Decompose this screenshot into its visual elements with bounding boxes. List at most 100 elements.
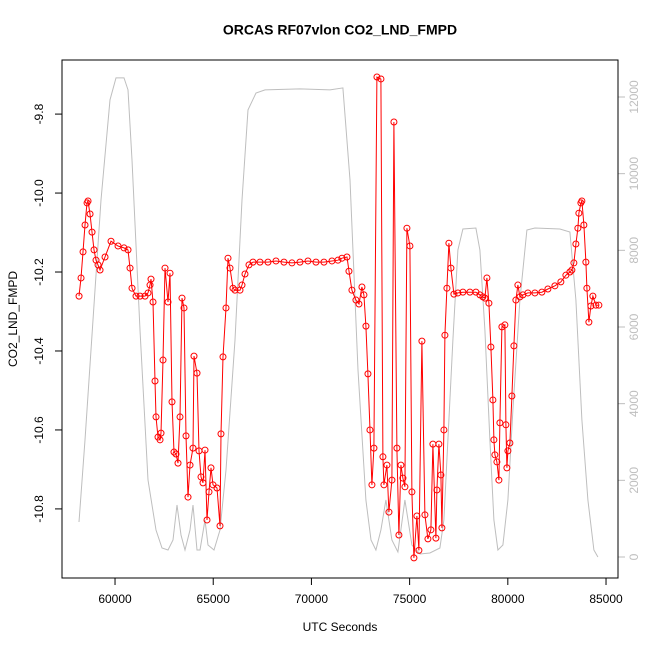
y2-tick-label: 4000: [627, 390, 641, 417]
data-point: [595, 301, 603, 309]
data-point: [393, 444, 401, 452]
data-point: [128, 284, 136, 292]
data-point: [86, 210, 94, 218]
data-point: [385, 508, 393, 516]
data-point: [503, 464, 511, 472]
data-point: [570, 259, 578, 267]
data-point: [190, 352, 198, 360]
data-point: [424, 535, 432, 543]
x-axis-label: UTC Seconds: [303, 620, 378, 634]
data-point: [566, 268, 574, 276]
data-point: [184, 493, 192, 501]
data-point: [437, 471, 445, 479]
data-point: [373, 73, 381, 81]
data-point: [572, 240, 580, 248]
data-point: [450, 290, 458, 298]
data-point: [136, 292, 144, 300]
data-point: [410, 554, 418, 562]
x-tick-label: 80000: [491, 592, 525, 606]
data-point: [176, 413, 184, 421]
data-point: [197, 473, 205, 481]
y-tick-label: -10.8: [32, 495, 46, 523]
data-point: [174, 459, 182, 467]
data-point: [383, 461, 391, 469]
data-point: [219, 353, 227, 361]
data-point: [120, 244, 128, 252]
data-point: [440, 426, 448, 434]
data-point: [493, 458, 501, 466]
y-axis-label: CO2_LND_FMPD: [6, 271, 20, 367]
data-point: [182, 432, 190, 440]
data-point: [589, 292, 597, 300]
data-point: [172, 450, 180, 458]
data-point: [445, 239, 453, 247]
data-point: [395, 531, 403, 539]
data-point: [77, 274, 85, 282]
data-point: [583, 284, 591, 292]
data-point: [203, 516, 211, 524]
data-point: [348, 286, 356, 294]
data-point: [114, 242, 122, 250]
data-point: [338, 254, 346, 262]
data-point: [132, 292, 140, 300]
data-point: [401, 483, 409, 491]
data-point: [360, 291, 368, 299]
y2-tick-label: 2000: [627, 467, 641, 494]
y-tick-label: -10.2: [32, 258, 46, 286]
data-point: [366, 426, 374, 434]
y2-tick-label: 0: [627, 553, 641, 560]
data-point: [147, 275, 155, 283]
data-point: [256, 258, 264, 266]
y2-tick-label: 10000: [627, 157, 641, 191]
data-point: [413, 512, 421, 520]
data-point: [483, 274, 491, 282]
data-point: [249, 258, 257, 266]
series-line: [78, 77, 599, 558]
data-point: [186, 461, 194, 469]
data-point: [241, 270, 249, 278]
y-tick-label: -10.0: [32, 179, 46, 207]
data-point: [427, 526, 435, 534]
data-point: [166, 269, 174, 277]
data-point: [201, 446, 209, 454]
data-point: [164, 298, 172, 306]
data-point: [459, 288, 467, 296]
data-point: [551, 282, 559, 290]
data-point: [364, 370, 372, 378]
data-point: [514, 281, 522, 289]
data-point: [421, 511, 429, 519]
data-point: [489, 396, 497, 404]
data-point: [485, 299, 493, 307]
data-point: [397, 461, 405, 469]
data-point: [231, 286, 239, 294]
data-point: [81, 221, 89, 229]
data-point: [580, 221, 588, 229]
data-point: [96, 266, 104, 274]
data-point: [75, 292, 83, 300]
data-point: [280, 258, 288, 266]
data-point: [217, 430, 225, 438]
series-line: [78, 76, 599, 558]
data-point: [144, 289, 152, 297]
data-point: [79, 248, 87, 256]
x-tick-label: 65000: [197, 592, 231, 606]
data-point: [207, 464, 215, 472]
data-point: [238, 281, 246, 289]
data-point: [377, 75, 385, 83]
data-point: [149, 298, 157, 306]
data-point: [90, 246, 98, 254]
data-point: [199, 479, 207, 487]
data-point: [443, 284, 451, 292]
plot-frame: [61, 59, 619, 579]
x-tick-label: 70000: [295, 592, 329, 606]
data-point: [408, 488, 416, 496]
data-point: [151, 377, 159, 385]
data-point: [320, 258, 328, 266]
data-point: [390, 118, 398, 126]
data-point: [432, 534, 440, 542]
data-point: [544, 285, 552, 293]
data-point: [557, 278, 565, 286]
data-point: [189, 444, 197, 452]
data-point: [380, 481, 388, 489]
